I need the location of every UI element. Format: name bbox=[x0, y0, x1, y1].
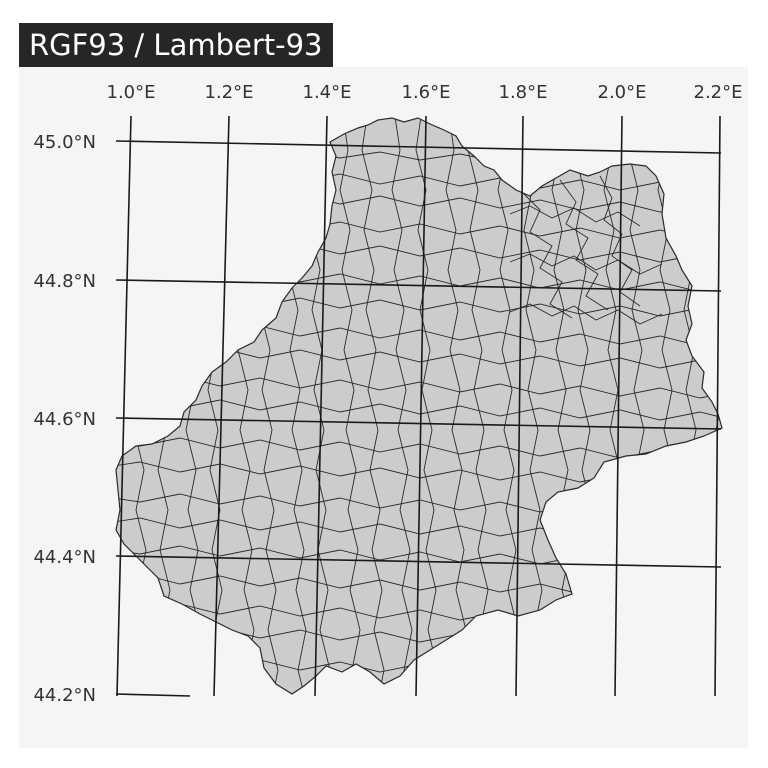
longitude-label: 1.0°E bbox=[107, 82, 156, 103]
longitude-label: 2.0°E bbox=[598, 82, 647, 103]
meridian-1-0 bbox=[116, 115, 132, 697]
longitude-label: 2.2°E bbox=[694, 82, 743, 103]
meridian-1-2 bbox=[213, 115, 230, 697]
parallel-45-0 bbox=[115, 140, 722, 154]
longitude-label: 1.6°E bbox=[402, 82, 451, 103]
latitude-label: 45.0°N bbox=[33, 132, 96, 153]
meridian-2-0 bbox=[614, 115, 623, 697]
longitude-labels: 1.0°E 1.2°E 1.4°E 1.6°E 1.8°E 2.0°E 2.2°… bbox=[107, 82, 743, 103]
longitude-label: 1.8°E bbox=[499, 82, 548, 103]
latitude-label: 44.2°N bbox=[33, 685, 96, 706]
meridian-1-6 bbox=[415, 115, 427, 697]
longitude-label: 1.4°E bbox=[303, 82, 352, 103]
latitude-labels: 45.0°N 44.8°N 44.6°N 44.4°N 44.2°N bbox=[33, 132, 96, 706]
parallel-44-8 bbox=[115, 279, 722, 292]
parallel-44-2 bbox=[115, 693, 191, 697]
meridian-1-4 bbox=[314, 115, 328, 697]
meridian-2-2 bbox=[714, 115, 721, 697]
latitude-label: 44.6°N bbox=[33, 409, 96, 430]
map-title: RGF93 / Lambert-93 bbox=[19, 23, 333, 67]
latitude-label: 44.8°N bbox=[33, 271, 96, 292]
graticule bbox=[115, 115, 722, 697]
parallel-44-4 bbox=[115, 555, 722, 568]
longitude-label: 1.2°E bbox=[205, 82, 254, 103]
parallel-44-6 bbox=[115, 417, 722, 430]
meridian-1-8 bbox=[515, 115, 524, 697]
latitude-label: 44.4°N bbox=[33, 547, 96, 568]
